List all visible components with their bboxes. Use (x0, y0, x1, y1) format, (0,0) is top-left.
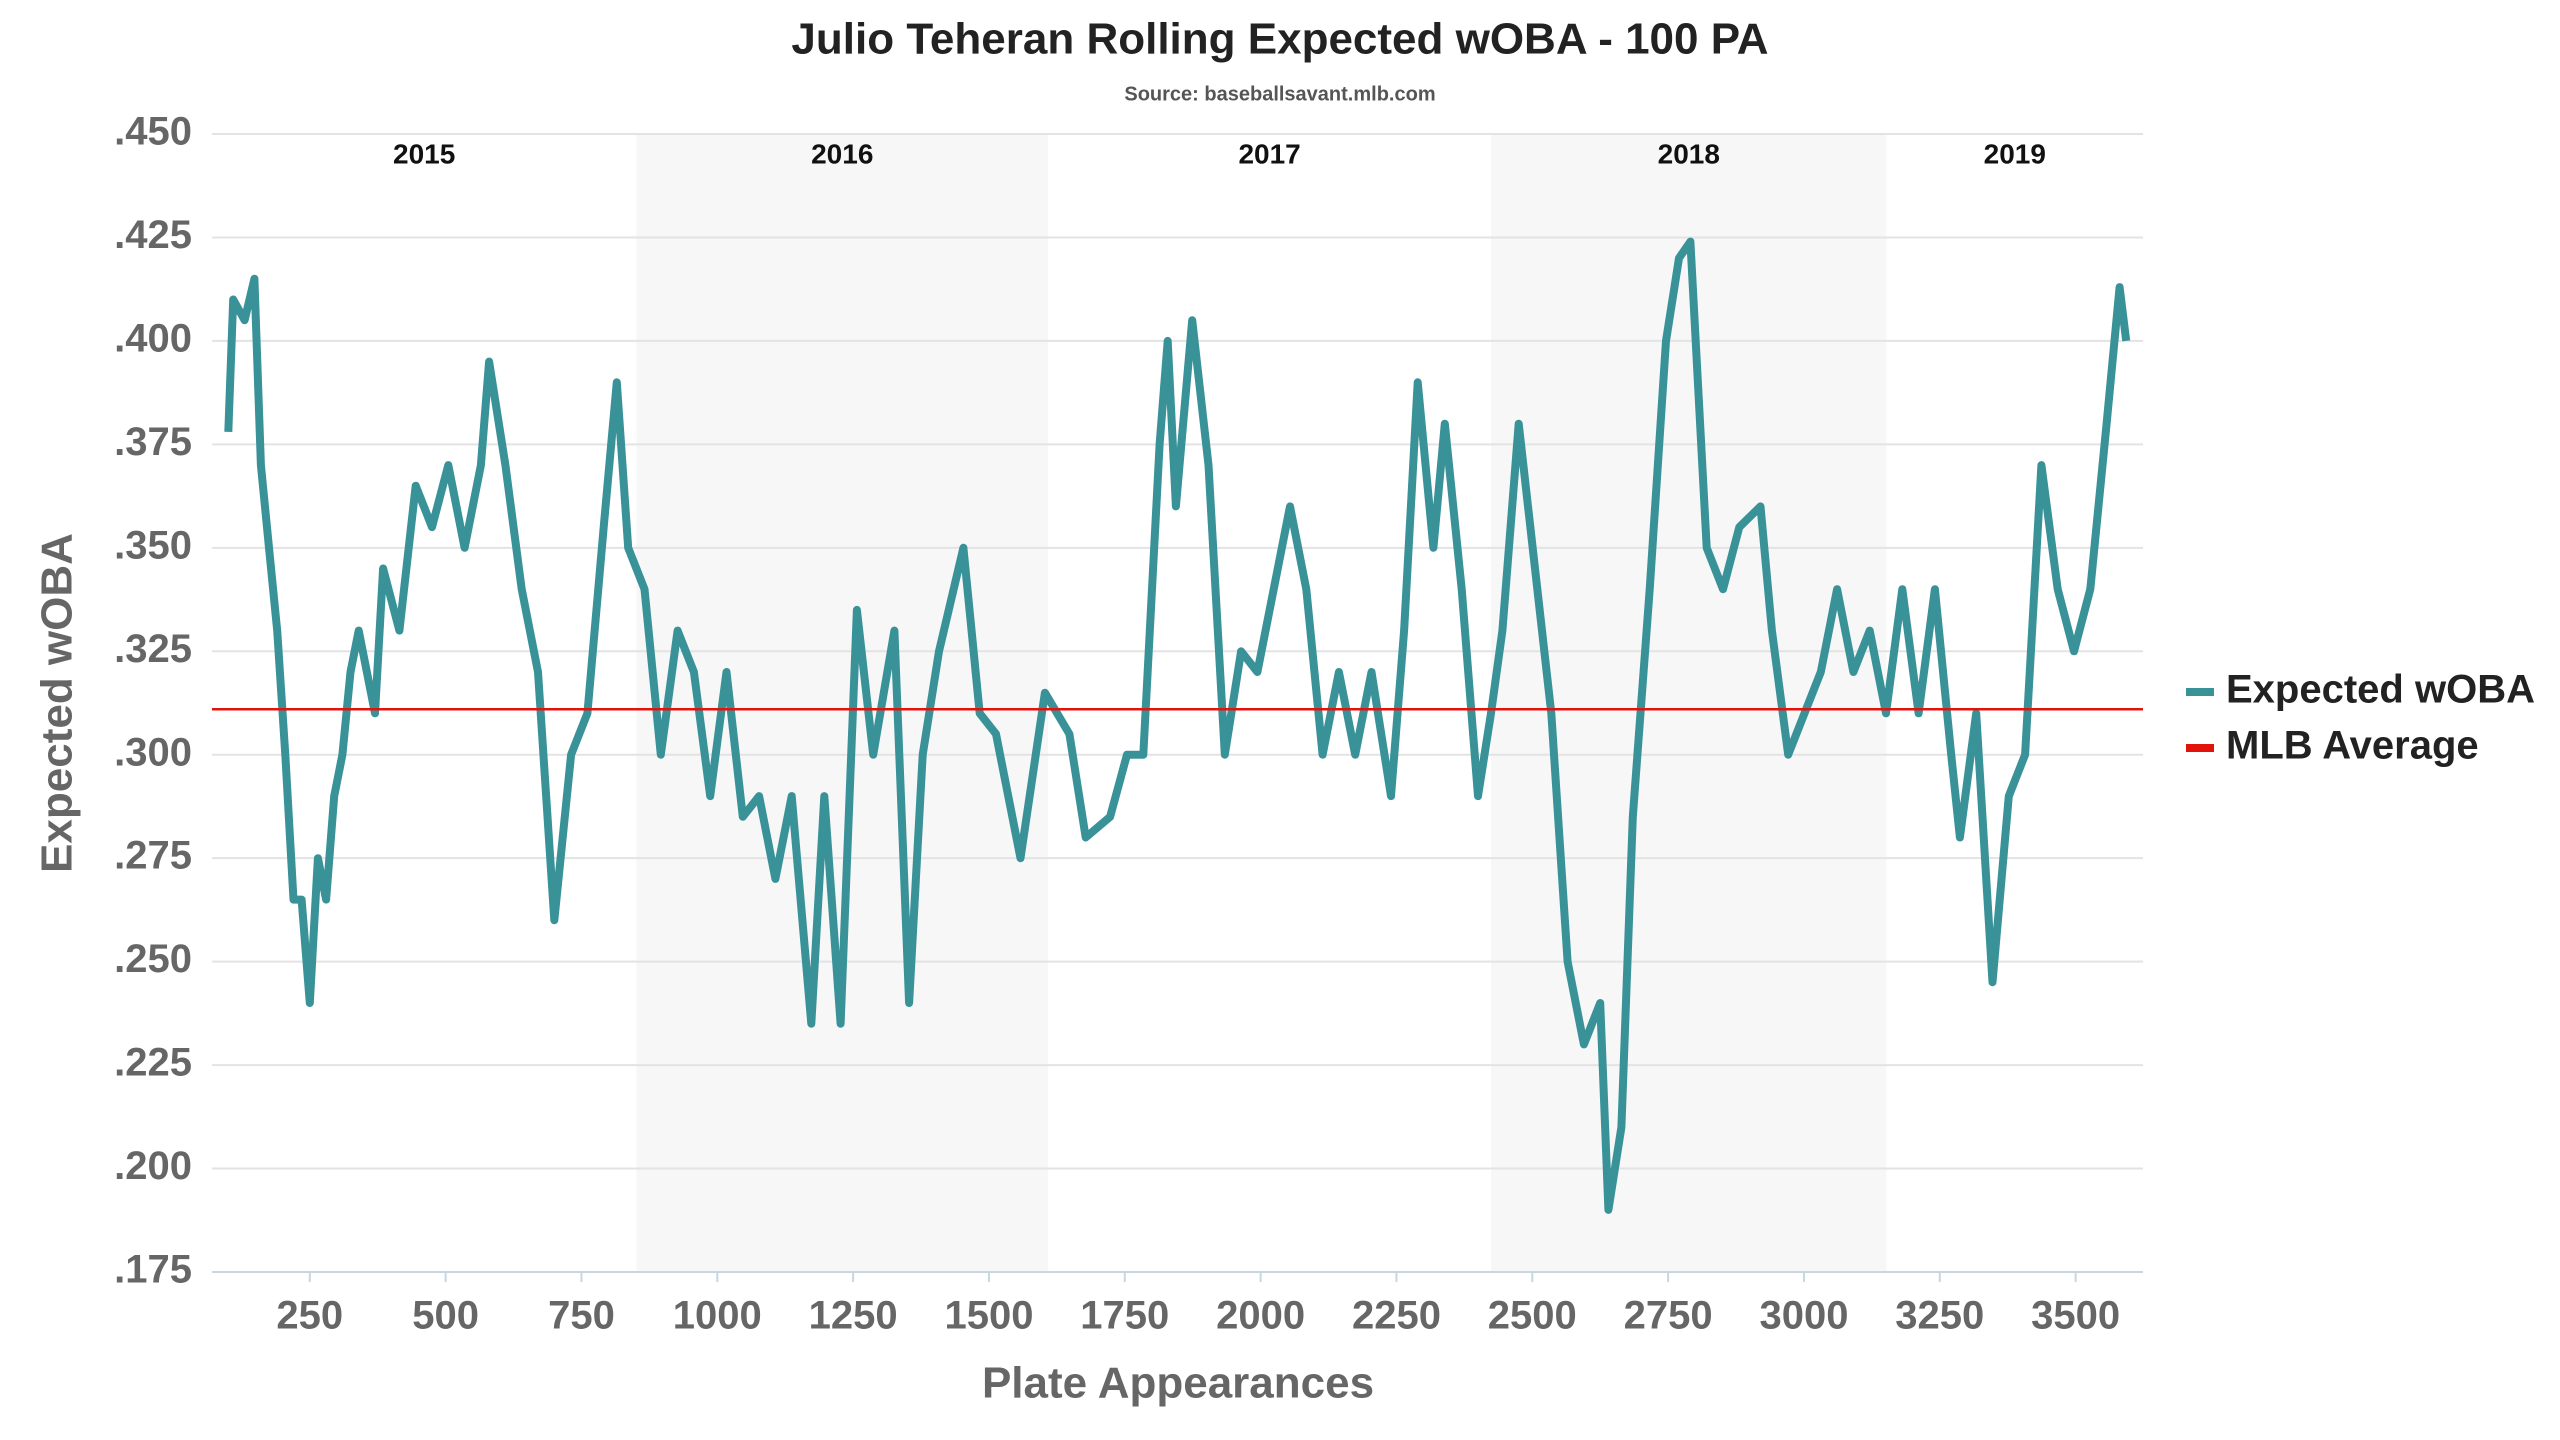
x-tick-label: 3250 (1895, 1294, 1984, 1338)
x-tick-label: 3000 (1759, 1294, 1848, 1338)
season-label: 2016 (811, 138, 873, 169)
x-tick-label: 1000 (673, 1294, 762, 1338)
x-tick-label: 500 (412, 1294, 479, 1338)
y-tick-label tick: .250 (114, 937, 192, 981)
chart-title: Julio Teheran Rolling Expected wOBA - 10… (791, 15, 1768, 64)
season-band (1491, 134, 1887, 1272)
y-tick-label tick: .400 (114, 316, 192, 360)
x-tick-label: 1750 (1080, 1294, 1169, 1338)
x-tick-label: 3500 (2031, 1294, 2120, 1338)
y-tick-label tick: .300 (114, 730, 192, 774)
y-tick-label tick: .375 (114, 420, 192, 464)
x-tick-label: 750 (548, 1294, 615, 1338)
x-tick-label: 1500 (944, 1294, 1033, 1338)
season-label: 2015 (393, 138, 455, 169)
legend-label: Expected wOBA (2226, 668, 2535, 712)
y-axis-label: Expected wOBA (33, 533, 82, 873)
x-tick-label: 250 (276, 1294, 343, 1338)
y-tick-label tick: .325 (114, 627, 192, 671)
y-tick-label tick: .200 (114, 1144, 192, 1188)
season-label: 2019 (1984, 138, 2046, 169)
y-tick-label tick: .225 (114, 1041, 192, 1085)
data-line (224, 237, 2131, 1214)
x-tick-label: 2000 (1216, 1294, 1305, 1338)
x-tick-label: 2500 (1488, 1294, 1577, 1338)
x-axis-label: Plate Appearances (982, 1359, 1374, 1408)
season-label: 2017 (1238, 138, 1300, 169)
x-tick-label: 1250 (809, 1294, 898, 1338)
y-tick-label tick: .425 (114, 213, 192, 257)
x-tick-label: 2750 (1624, 1294, 1713, 1338)
chart-subtitle: Source: baseballsavant.mlb.com (1124, 83, 1435, 105)
y-tick-label tick: .175 (114, 1248, 192, 1292)
y-tick-label tick: .450 (114, 110, 192, 154)
y-tick-label tick: .275 (114, 834, 192, 878)
y-tick-label tick: .350 (114, 523, 192, 567)
legend-label: MLB Average (2226, 724, 2479, 768)
season-label: 2018 (1658, 138, 1720, 169)
x-tick-label: 2250 (1352, 1294, 1441, 1338)
